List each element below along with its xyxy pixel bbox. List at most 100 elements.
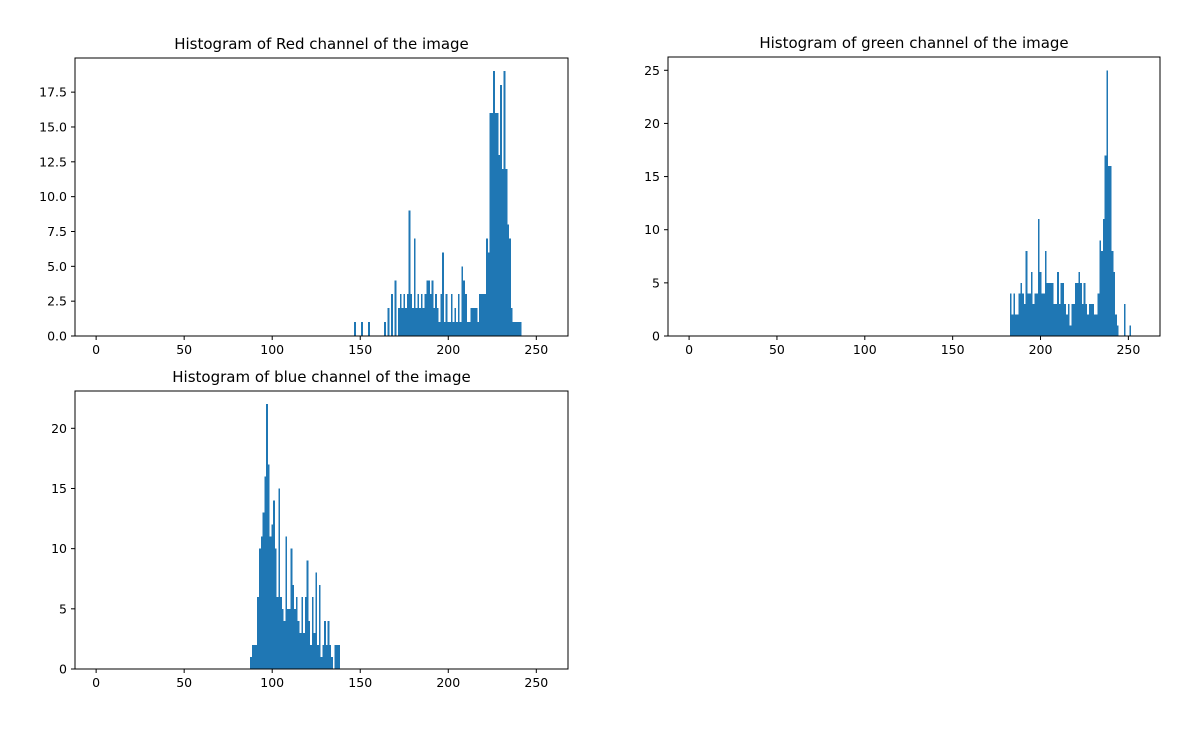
red-y-tick-label: 10.0 [39, 189, 67, 204]
blue-histogram-bar [324, 620, 326, 669]
green-y-tick-label: 0 [652, 329, 660, 344]
red-y-tick-label: 2.5 [47, 294, 67, 309]
red-histogram-bar [484, 294, 487, 336]
red-histogram-bar [368, 322, 370, 336]
green-histogram-bar [1050, 282, 1052, 336]
green-histogram-bar [1090, 304, 1093, 336]
blue-histogram-bar [308, 620, 311, 669]
blue-histogram-bar [315, 572, 318, 669]
red-histogram-bar [510, 308, 513, 336]
red-histogram-bar [465, 294, 467, 336]
green-histogram-bar [1115, 314, 1117, 336]
blue-histogram-bar [278, 488, 281, 669]
blue-y-tick-label: 20 [51, 421, 67, 436]
green-histogram-bar [1074, 282, 1077, 336]
green-histogram-bar [1065, 314, 1068, 336]
red-histogram-bar [507, 224, 510, 336]
green-histogram-bar [1025, 250, 1028, 336]
blue-histogram-bar [290, 548, 293, 669]
blue-histogram-panel: Histogram of blue channel of the image 0 5… [51, 368, 569, 690]
blue-histogram-bar [260, 536, 263, 669]
green-histogram-bar [1053, 304, 1056, 336]
green-histogram-bar [1022, 293, 1024, 336]
green-histogram-bar [1111, 250, 1114, 336]
green-histogram-bar [1085, 304, 1088, 336]
red-histogram-bar [472, 308, 474, 336]
red-x-tick-label: 150 [348, 342, 372, 357]
red-histogram-title: Histogram of Red channel of the image [174, 35, 469, 53]
red-histogram-bar [436, 308, 439, 336]
red-histogram-bar [505, 168, 508, 336]
green-histogram-bar [1062, 282, 1065, 336]
blue-histogram-bar [276, 596, 279, 669]
red-histogram-bar [405, 308, 407, 336]
red-histogram-bar [450, 294, 453, 336]
green-histogram-bar [1051, 282, 1054, 336]
green-histogram-bar [1023, 304, 1026, 336]
red-histogram-bar [454, 308, 457, 336]
red-histogram-bar [493, 71, 495, 337]
red-histogram-bar [479, 294, 481, 336]
blue-histogram-bar [257, 596, 259, 669]
green-histogram-bar [1102, 219, 1105, 336]
green-histogram-bar [1027, 293, 1030, 336]
green-histogram-panel: Histogram of green channel of the image 0… [644, 34, 1161, 357]
blue-y-tick-label: 5 [59, 601, 67, 616]
blue-histogram-bar [269, 536, 272, 669]
blue-histogram-bar [327, 620, 330, 669]
blue-histogram-bar [325, 644, 328, 669]
red-histogram-bar [428, 280, 430, 336]
red-histogram-bar [482, 294, 485, 336]
blue-histogram-bar [310, 644, 312, 669]
green-y-tick-label: 5 [652, 275, 660, 290]
green-histogram-bar [1060, 282, 1063, 336]
green-histogram-bar [1101, 250, 1103, 336]
green-histogram-bar [1041, 293, 1044, 336]
blue-histogram-bar [271, 524, 274, 669]
red-histogram-bar [433, 308, 436, 336]
blue-x-tick-label: 100 [260, 675, 284, 690]
blue-histogram-bar [262, 512, 265, 669]
red-histogram-bar [440, 294, 443, 336]
green-histogram-bar [1073, 304, 1075, 336]
blue-plot-frame [74, 390, 569, 670]
red-x-tick-label: 0 [92, 342, 100, 357]
red-histogram-bar [516, 322, 518, 336]
red-histogram-bar [489, 113, 492, 336]
red-histogram-bar [399, 294, 402, 336]
green-histogram-bar [1020, 282, 1023, 336]
red-histogram-bar [403, 294, 406, 336]
green-histogram-bar [1097, 293, 1100, 336]
green-histogram-bar [1106, 70, 1109, 336]
red-histogram-bar [480, 294, 483, 336]
red-histogram-bar [394, 280, 397, 336]
red-histogram-bar [503, 71, 506, 337]
blue-histogram-bar [329, 644, 332, 669]
blue-histogram-bar [322, 644, 325, 669]
red-histogram-bar [422, 308, 425, 336]
green-histogram-bar [1058, 304, 1061, 336]
green-histogram-bar [1094, 314, 1096, 336]
green-histogram-bar [1013, 293, 1016, 336]
red-histogram-bar [443, 322, 446, 336]
red-histogram-bar [498, 154, 501, 336]
blue-histogram-bar [258, 548, 261, 669]
red-histogram-bar [438, 322, 441, 336]
blue-histogram-bar [320, 656, 323, 669]
blue-histogram-bar [267, 464, 270, 669]
red-histogram-bar [413, 238, 416, 336]
blue-histogram-bar [294, 608, 296, 669]
green-histogram-bar [1064, 304, 1066, 336]
blue-y-tick-label: 15 [51, 481, 67, 496]
red-x-tick-label: 100 [260, 342, 284, 357]
green-plot-frame [667, 56, 1161, 337]
red-histogram-bar [470, 308, 473, 336]
blue-histogram-bar [301, 596, 304, 669]
red-histogram-bar [354, 322, 356, 336]
red-histogram-bar [408, 210, 411, 336]
red-histogram-bar [361, 322, 363, 336]
blue-histogram-bar [281, 608, 284, 669]
green-histogram-bar [1032, 304, 1035, 336]
green-histogram-bar [1123, 304, 1126, 336]
blue-histogram-bar [338, 644, 340, 669]
